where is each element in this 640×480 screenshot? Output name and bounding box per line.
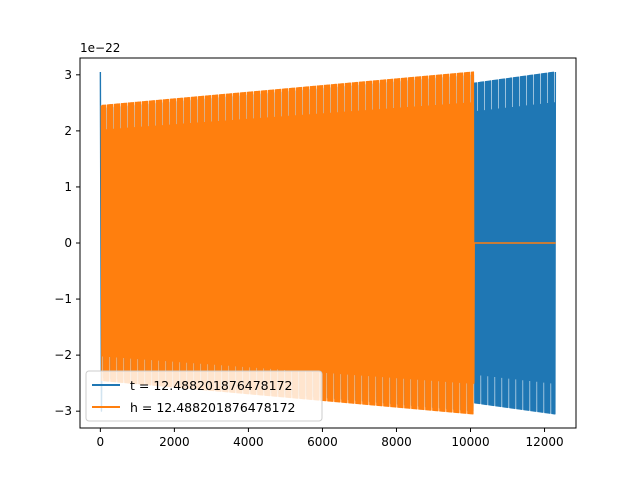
y-tick-label: 1	[64, 180, 72, 194]
legend-label-t: t = 12.488201876478172	[130, 378, 293, 393]
y-tick-label: 0	[64, 236, 72, 250]
legend-label-h: h = 12.488201876478172	[130, 400, 296, 415]
x-tick-label: 2000	[159, 435, 190, 449]
legend-box	[85, 370, 323, 422]
y-offset-text: 1e−22	[80, 41, 120, 55]
y-tick-label: −2	[54, 348, 72, 362]
y-axis: −3 −2 −1 0 1 2 3	[54, 68, 80, 418]
series-line	[100, 71, 556, 415]
y-tick-label: −3	[54, 404, 72, 418]
x-tick-label: 4000	[233, 435, 264, 449]
x-axis: 0 2000 4000 6000 8000 10000 12000	[97, 428, 564, 449]
legend: t = 12.488201876478172 h = 12.4882018764…	[85, 370, 323, 422]
x-tick-label: 6000	[307, 435, 338, 449]
series-layer	[99, 71, 557, 415]
x-tick-label: 0	[97, 435, 105, 449]
x-tick-label: 10000	[451, 435, 489, 449]
y-tick-label: 2	[64, 124, 72, 138]
y-tick-label: −1	[54, 292, 72, 306]
y-tick-label: 3	[64, 68, 72, 82]
x-tick-label: 8000	[381, 435, 412, 449]
series-1	[100, 71, 556, 415]
x-tick-label: 12000	[525, 435, 563, 449]
